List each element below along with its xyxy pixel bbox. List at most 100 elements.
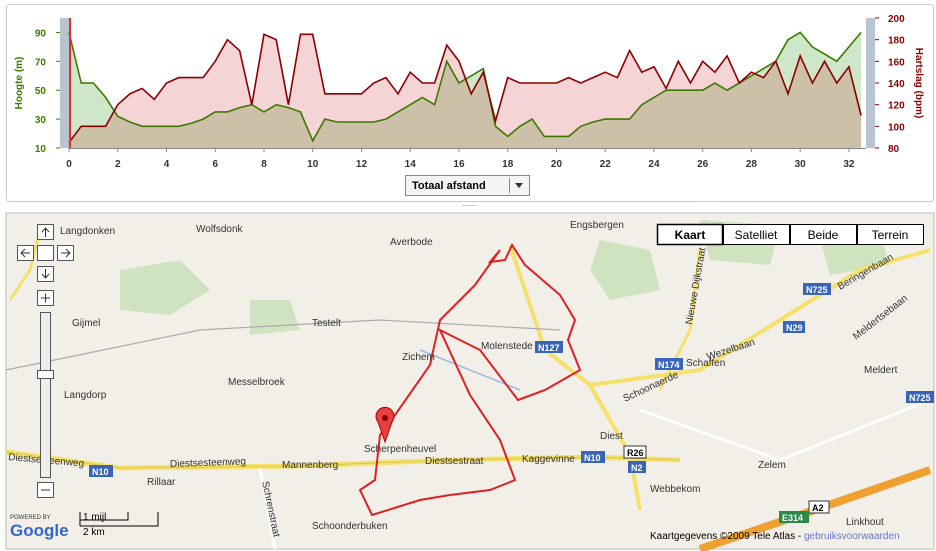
y2-axis-label: Hartslag (bpm) — [913, 48, 924, 119]
shield: N10 — [584, 453, 601, 463]
place-label: Langdorp — [64, 390, 107, 401]
y-tick-label: 90 — [35, 28, 47, 39]
road-shields: N127 N174 N725 N29 N725 R26 N2 N10 N10 A… — [89, 283, 934, 523]
scale-label: 2 km — [83, 527, 105, 538]
x-tick-label: 28 — [746, 159, 758, 170]
place-label: Wolfsdonk — [196, 224, 244, 235]
map-type-button[interactable] — [790, 224, 857, 245]
y2-tick-label: 140 — [888, 79, 905, 90]
x-tick-label: 2 — [115, 159, 121, 170]
area-fill — [69, 32, 862, 148]
terms-link[interactable]: gebruiksvoorwaarden — [804, 531, 900, 542]
place-label: Linkhout — [846, 517, 884, 528]
dropdown-arrow[interactable] — [515, 183, 523, 188]
shield: N174 — [658, 360, 680, 370]
map-type-label[interactable]: Kaart — [675, 228, 706, 242]
shield: N127 — [538, 343, 560, 353]
nav-controls[interactable] — [17, 224, 74, 498]
place-label: Messelbroek — [228, 377, 286, 388]
map-type-button[interactable] — [857, 224, 924, 245]
y2-tick-label: 120 — [888, 101, 905, 112]
place-label: Molenstede — [481, 341, 533, 352]
right-axis-band — [866, 18, 875, 148]
place-label: Mannenberg — [282, 460, 338, 471]
chart-panel: Hoogte (m) Hartslag (bpm) Totaal afstand… — [6, 4, 934, 206]
map-type-buttons[interactable]: Kaart Satelliet Beide Terrein — [656, 223, 924, 246]
zoom-slider[interactable] — [40, 312, 51, 478]
panel-border — [6, 4, 934, 202]
shield: N725 — [806, 285, 828, 295]
place-label: Scherpenheuvel — [364, 444, 436, 455]
x-tick-label: 0 — [66, 159, 72, 170]
place-label: Zelem — [758, 460, 786, 471]
shield: N2 — [631, 463, 643, 473]
map-type-button[interactable] — [723, 224, 790, 245]
shield: N10 — [92, 467, 109, 477]
google-logo[interactable]: Google — [10, 521, 69, 540]
dropdown-text[interactable]: Totaal afstand — [412, 180, 486, 192]
map-type-label[interactable]: Beide — [808, 228, 839, 242]
x-tick-label: 22 — [600, 159, 612, 170]
left-axis-band — [60, 18, 69, 148]
x-tick-label: 14 — [405, 159, 417, 170]
x-tick-label: 30 — [795, 159, 807, 170]
dropdown[interactable] — [405, 175, 530, 196]
shield: N29 — [786, 323, 803, 333]
map-bg — [5, 212, 935, 550]
y2-tick-label: 100 — [888, 122, 905, 133]
y-tick-label: 10 — [35, 144, 47, 155]
x-tick-label: 4 — [164, 159, 170, 170]
attribution-text: Kaartgegevens ©2009 Tele Atlas - — [650, 531, 804, 542]
x-tick-label: 6 — [212, 159, 218, 170]
y2-tick-label: 80 — [888, 144, 900, 155]
scale-label: 1 mijl — [83, 512, 106, 523]
marker[interactable] — [375, 406, 395, 444]
road-label: Diestsesteenweg — [170, 456, 246, 470]
place-label: Langdonken — [60, 226, 115, 237]
series-line — [68, 33, 862, 144]
selector[interactable]: Totaal afstand — [405, 175, 530, 196]
shield: A2 — [812, 503, 824, 513]
place-label: Rillaar — [147, 477, 176, 488]
place-label: Schoonderbuken — [312, 521, 388, 532]
place-label: Testelt — [312, 318, 341, 329]
place-label: Schaffen — [686, 358, 725, 369]
powered-by: POWERED BY — [10, 515, 51, 521]
y-tick-label: 30 — [35, 115, 47, 126]
pan-center[interactable] — [37, 245, 54, 261]
shield: N725 — [909, 393, 931, 403]
y2-tick-label: 160 — [888, 57, 905, 68]
y-axis-label: Hoogte (m) — [14, 57, 25, 110]
place-label: Diest — [600, 431, 623, 442]
place-label: Meldert — [864, 365, 898, 376]
attribution: Kaartgegevens ©2009 Tele Atlas - gebruik… — [650, 531, 900, 542]
scale-bar: 1 mijl 2 km — [79, 512, 159, 538]
place-label: Gijmel — [72, 318, 100, 329]
x-tick-label: 20 — [551, 159, 563, 170]
place-label: Zichem — [402, 352, 435, 363]
area-fill — [69, 34, 862, 148]
y-tick-label: 70 — [35, 57, 47, 68]
zoom-thumb[interactable] — [37, 370, 54, 379]
x-tick-label: 32 — [843, 159, 855, 170]
map[interactable]: Langdonken Wolfsdonk Averbode Engsbergen… — [0, 210, 936, 551]
x-tick-label: 16 — [453, 159, 465, 170]
y2-tick-label: 180 — [888, 36, 905, 47]
place-label: Diestsestraat — [425, 456, 484, 467]
map-type-button[interactable] — [656, 223, 724, 246]
map-type-label[interactable]: Terrein — [872, 228, 909, 242]
shield: R26 — [627, 448, 644, 458]
y2-tick-label: 200 — [888, 14, 905, 25]
place-label: Averbode — [390, 237, 433, 248]
y-tick-label: 50 — [35, 86, 47, 97]
place-label: Kaggevinne — [522, 454, 575, 465]
place-label: Engsbergen — [570, 220, 624, 231]
x-tick-label: 8 — [261, 159, 267, 170]
map-type-label[interactable]: Satelliet — [735, 228, 778, 242]
x-tick-label: 12 — [356, 159, 368, 170]
route — [358, 242, 582, 517]
place-label: Webbekom — [650, 484, 700, 495]
x-tick-label: 18 — [502, 159, 514, 170]
x-tick-label: 10 — [307, 159, 319, 170]
